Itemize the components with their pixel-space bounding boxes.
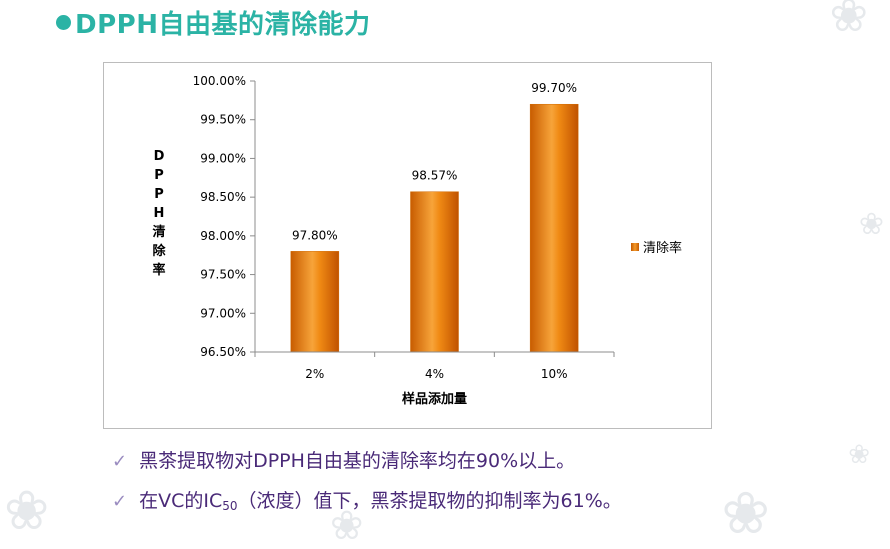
bullet-text-part: （浓度）值下，黑茶提取物的抑制率为61%。 <box>237 490 622 512</box>
y-tick-label: 100.00% <box>193 74 246 88</box>
flower-decoration-icon: ❀ <box>858 207 884 242</box>
data-label: 98.57% <box>412 169 458 183</box>
y-tick-label: 97.00% <box>200 306 246 320</box>
y-tick-label: 96.50% <box>200 345 246 359</box>
flower-decoration-icon: ❀ <box>721 479 770 547</box>
flower-decoration-icon: ❀ <box>4 479 50 542</box>
bar <box>290 251 340 353</box>
x-tick-label: 2% <box>305 367 324 381</box>
y-axis-label-char: P <box>154 187 164 202</box>
x-tick-label: 4% <box>425 367 444 381</box>
bullet-text: 黑茶提取物对DPPH自由基的清除率均在90%以上。 <box>139 450 576 472</box>
x-axis-label: 样品添加量 <box>402 391 467 407</box>
flower-decoration-icon: ❀ <box>829 0 868 42</box>
y-axis-label-char: 率 <box>152 263 166 278</box>
bar-chart: 96.50% 97.00% 97.50% 98.00% 98.50% 99.00% 99.5… <box>103 62 712 429</box>
bullet-item: ✓ 黑茶提取物对DPPH自由基的清除率均在90%以上。 <box>112 446 622 486</box>
y-tick-label: 99.50% <box>200 113 246 127</box>
checkmark-icon: ✓ <box>112 491 128 512</box>
y-tick-label: 98.50% <box>200 190 246 204</box>
checkmark-icon: ✓ <box>112 451 128 472</box>
y-tick-label: 97.50% <box>200 268 246 282</box>
flower-decoration-icon: ❀ <box>848 440 870 470</box>
y-axis-label-char: D <box>153 149 165 164</box>
data-label: 97.80% <box>292 228 338 242</box>
subscript: 50 <box>222 499 238 513</box>
x-tick-label: 10% <box>541 367 568 381</box>
y-tick-label: 98.00% <box>200 229 246 243</box>
chart-legend: 清除率 <box>631 237 682 256</box>
circle-bullet-icon <box>56 15 71 30</box>
chart-canvas: 96.50% 97.00% 97.50% 98.00% 98.50% 99.00% 99.5… <box>193 74 615 407</box>
data-label: 99.70% <box>531 81 577 95</box>
legend-swatch <box>631 242 639 251</box>
y-axis-label-char: 清 <box>152 225 166 240</box>
bullet-text: 在VC的IC50（浓度）值下，黑茶提取物的抑制率为61%。 <box>139 486 622 513</box>
bullet-text-part: 在VC的IC <box>139 490 223 512</box>
legend-label: 清除率 <box>643 241 683 256</box>
bar <box>529 103 579 353</box>
bar <box>410 191 459 353</box>
y-axis-label-char: 除 <box>152 244 166 259</box>
slide-title-text: DPPH自由基的清除能力 <box>75 10 371 40</box>
slide-title: DPPH自由基的清除能力 <box>56 4 370 41</box>
bullet-list: ✓ 黑茶提取物对DPPH自由基的清除率均在90%以上。 ✓ 在VC的IC50（浓… <box>112 446 622 526</box>
bullet-item: ✓ 在VC的IC50（浓度）值下，黑茶提取物的抑制率为61%。 <box>112 486 622 526</box>
y-axis-label-char: P <box>154 168 164 183</box>
y-tick-label: 99.00% <box>200 151 246 165</box>
y-axis-label-char: H <box>153 206 165 221</box>
